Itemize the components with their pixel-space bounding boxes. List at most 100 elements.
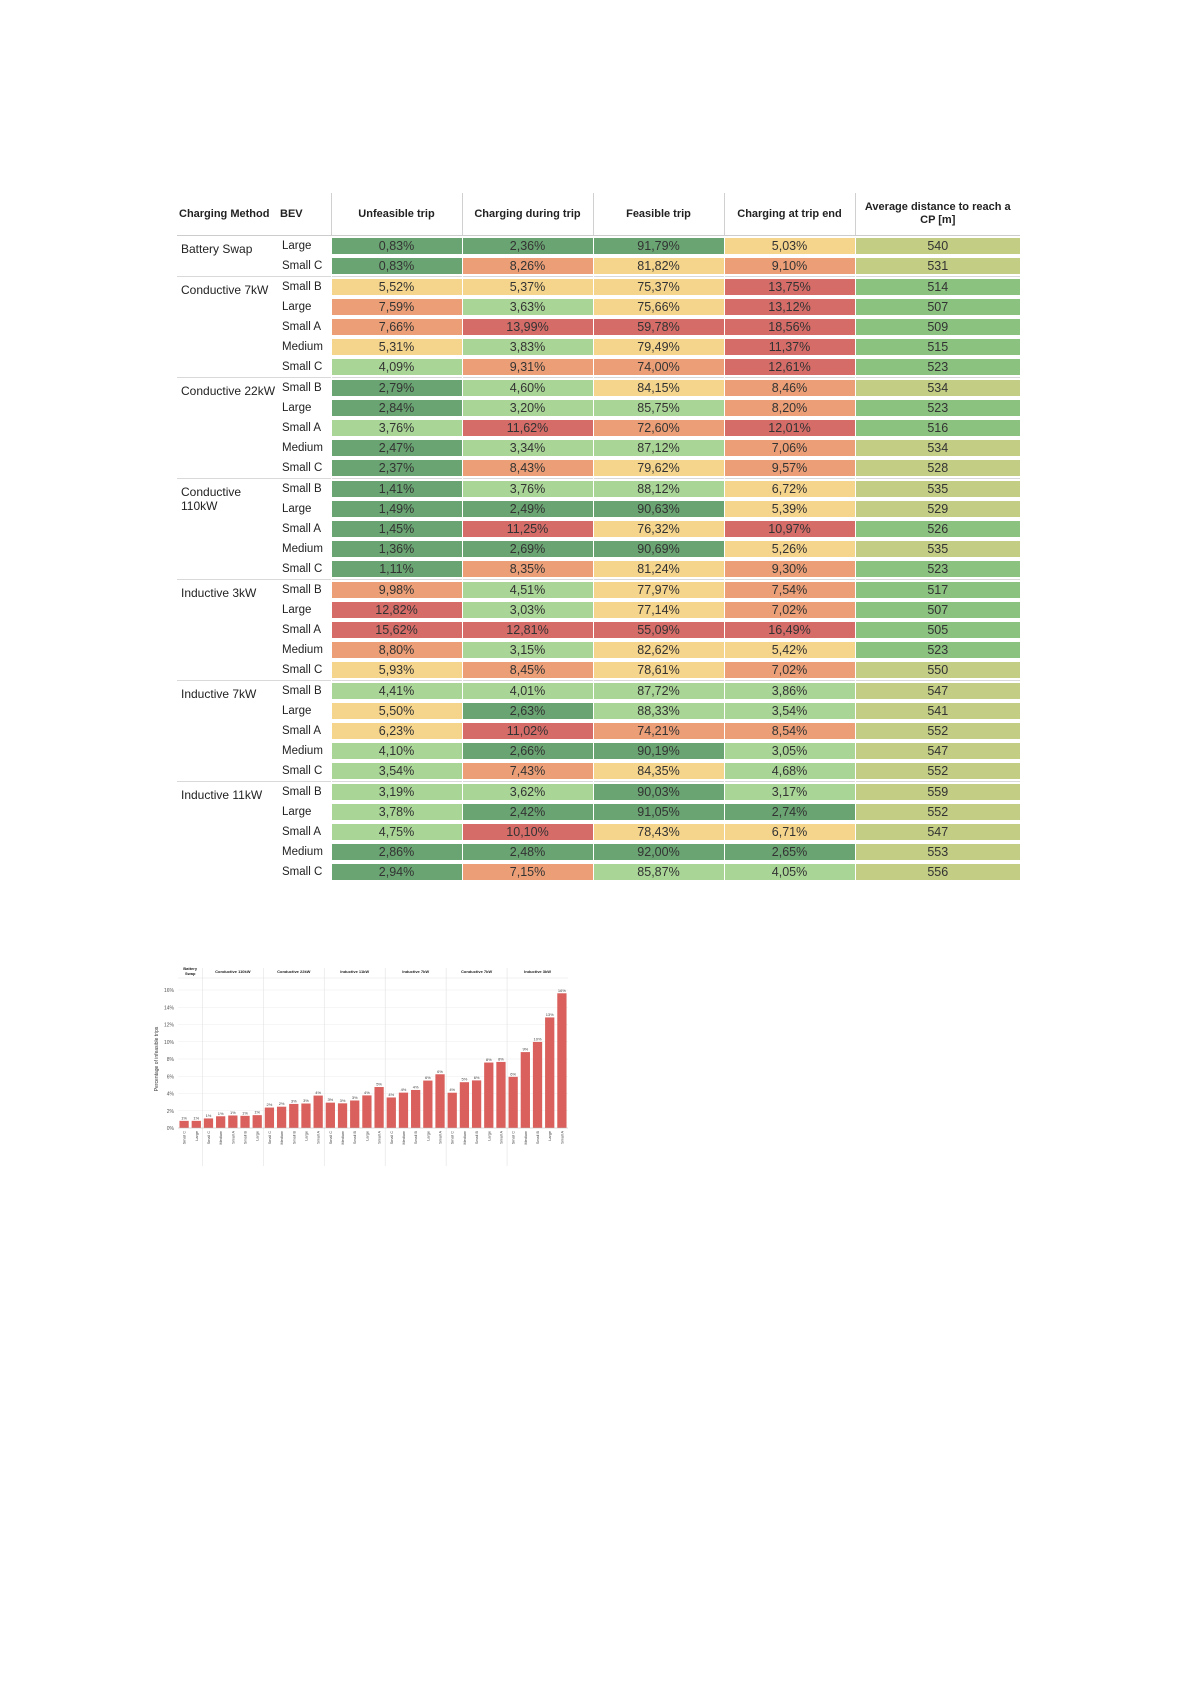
table-row: Small C 0,83% 8,26% 81,82% 9,10% 531: [177, 256, 1020, 277]
group-header: Inductive 3kW: [524, 969, 551, 974]
data-label: 3%: [327, 1097, 333, 1102]
charging-end-cell: 3,17%: [723, 781, 855, 802]
charging-during-cell: 11,62%: [461, 418, 593, 438]
table-row: Large 2,84% 3,20% 85,75% 8,20% 523: [177, 398, 1020, 418]
unfeasible-cell-value: 2,47%: [331, 440, 462, 456]
x-tick-label: Large: [426, 1131, 430, 1141]
charging-end-cell: 2,74%: [723, 802, 855, 822]
unfeasible-cell: 4,10%: [330, 741, 462, 761]
charging-during-cell: 2,63%: [461, 701, 593, 721]
bev-cell: Small B: [278, 478, 331, 499]
x-tick-label: Small B: [353, 1131, 357, 1145]
avg-distance-value: 509: [855, 319, 1020, 335]
charging-end-cell-value: 7,06%: [724, 440, 855, 456]
bev-cell: Small B: [278, 579, 331, 600]
data-label: 1%: [181, 1115, 187, 1120]
charging-during-cell-value: 8,45%: [462, 662, 593, 678]
charging-end-cell-value: 9,10%: [724, 258, 855, 274]
data-label: 10%: [534, 1036, 542, 1041]
avg-distance-value: 559: [855, 784, 1020, 800]
bar: [520, 1052, 530, 1128]
charging-end-cell: 8,20%: [723, 398, 855, 418]
data-label: 1%: [193, 1115, 199, 1120]
avg-distance-cell: 507: [854, 600, 1020, 620]
unfeasible-cell: 1,41%: [330, 478, 462, 499]
avg-distance-value: 514: [855, 279, 1020, 295]
bev-cell: Small A: [282, 725, 321, 737]
table-row: Small C 1,11% 8,35% 81,24% 9,30% 523: [177, 559, 1020, 580]
feasible-cell-value: 90,19%: [593, 743, 724, 759]
charging-end-cell-value: 7,02%: [724, 662, 855, 678]
charging-during-cell: 10,10%: [461, 822, 593, 842]
feasible-cell: 85,75%: [592, 398, 724, 418]
unfeasible-cell: 4,75%: [330, 822, 462, 842]
charging-end-cell: 9,10%: [723, 256, 855, 277]
x-tick-label: Large: [548, 1131, 552, 1141]
unfeasible-cell-value: 2,84%: [331, 400, 462, 416]
avg-distance-cell: 552: [854, 761, 1020, 782]
charging-end-cell-value: 4,68%: [724, 763, 855, 779]
avg-distance-cell: 526: [854, 519, 1020, 539]
feasible-cell: 84,15%: [592, 377, 724, 398]
unfeasible-cell: 5,52%: [330, 276, 462, 297]
x-tick-label: Small C: [183, 1131, 187, 1145]
charging-end-cell: 5,42%: [723, 640, 855, 660]
bar: [447, 1092, 457, 1128]
charging-end-cell-value: 2,74%: [724, 804, 855, 820]
unfeasible-cell-value: 0,83%: [331, 258, 462, 274]
unfeasible-cell: 15,62%: [330, 620, 462, 640]
feasible-cell-value: 85,87%: [593, 864, 724, 880]
charging-end-cell: 16,49%: [723, 620, 855, 640]
bev-cell: Small C: [282, 260, 323, 272]
charging-during-cell-value: 8,35%: [462, 561, 593, 577]
charging-during-cell: 5,37%: [461, 276, 593, 297]
avg-distance-value: 528: [855, 460, 1020, 476]
data-label: 1%: [254, 1110, 260, 1115]
unfeasible-cell: 2,47%: [330, 438, 462, 458]
unfeasible-cell-value: 3,76%: [331, 420, 462, 436]
charging-end-cell-value: 5,42%: [724, 642, 855, 658]
avg-distance-cell: 552: [854, 721, 1020, 741]
charging-during-cell-value: 2,48%: [462, 844, 593, 860]
table-row: Small A 4,75% 10,10% 78,43% 6,71% 547: [177, 822, 1020, 842]
data-label: 3%: [340, 1098, 346, 1103]
feasible-cell-value: 91,79%: [593, 238, 724, 254]
data-label: 4%: [449, 1087, 455, 1092]
feasible-cell: 75,66%: [592, 297, 724, 317]
charging-end-cell-value: 3,86%: [724, 683, 855, 699]
charging-end-cell: 18,56%: [723, 317, 855, 337]
bar: [374, 1087, 384, 1128]
data-label: 8%: [498, 1056, 504, 1061]
charging-end-cell: 13,12%: [723, 297, 855, 317]
bar: [423, 1080, 433, 1128]
x-tick-label: Medium: [402, 1131, 406, 1145]
y-tick-label: 2%: [167, 1109, 175, 1115]
table-row: Small A 15,62% 12,81% 55,09% 16,49% 505: [177, 620, 1020, 640]
charging-during-cell: 3,76%: [461, 478, 593, 499]
charging-end-cell-value: 5,39%: [724, 501, 855, 517]
unfeasible-cell: 12,82%: [330, 600, 462, 620]
bar: [313, 1095, 323, 1128]
charging-during-cell: 2,42%: [461, 802, 593, 822]
data-label: 1%: [218, 1111, 224, 1116]
feasible-cell-value: 90,69%: [593, 541, 724, 557]
avg-distance-cell: 515: [854, 337, 1020, 357]
avg-distance-value: 540: [855, 238, 1020, 254]
unfeasible-cell: 5,93%: [330, 660, 462, 681]
bev-cell: Large: [278, 235, 331, 256]
data-label: 13%: [546, 1012, 554, 1017]
feasible-cell: 81,82%: [592, 256, 724, 277]
charging-end-cell: 8,46%: [723, 377, 855, 398]
x-tick-label: Medium: [341, 1131, 345, 1145]
feasible-cell-value: 82,62%: [593, 642, 724, 658]
avg-distance-value: 552: [855, 723, 1020, 739]
charging-end-cell: 5,03%: [723, 235, 855, 256]
bar: [240, 1115, 250, 1128]
bev-cell: Small A: [282, 321, 321, 333]
unfeasible-cell: 3,76%: [330, 418, 462, 438]
unfeasible-cell-value: 3,19%: [331, 784, 462, 800]
charging-during-cell: 8,26%: [461, 256, 593, 277]
unfeasible-cell-value: 5,50%: [331, 703, 462, 719]
charging-during-cell: 3,83%: [461, 337, 593, 357]
group-header: Conductive 22kW: [277, 969, 311, 974]
